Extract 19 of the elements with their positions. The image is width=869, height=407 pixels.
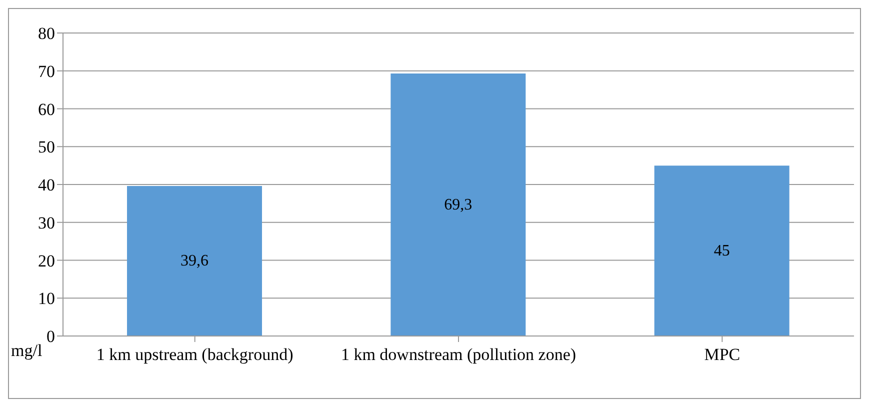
y-tick-label: 30 <box>38 213 55 232</box>
y-tick-label: 20 <box>38 251 55 270</box>
data-label: 69,3 <box>444 196 472 214</box>
bar <box>390 74 526 336</box>
y-axis-title: mg/l <box>11 341 42 360</box>
y-tick-label: 50 <box>38 138 55 157</box>
y-tick-label: 40 <box>38 176 55 195</box>
y-tick-label: 70 <box>38 62 55 81</box>
x-tick-label: 1 km downstream (pollution zone) <box>340 345 576 364</box>
y-tick-label: 60 <box>38 100 55 119</box>
y-tick-label: 80 <box>38 24 55 44</box>
data-label: 45 <box>714 242 730 260</box>
bar <box>127 186 262 336</box>
y-tick-label: 0 <box>46 327 55 346</box>
y-tick-label: 10 <box>38 289 55 308</box>
bar <box>654 166 790 336</box>
x-tick-label: 1 km upstream (background) <box>96 345 294 364</box>
x-tick-label: MPC <box>704 345 740 364</box>
data-label: 39,6 <box>180 252 208 270</box>
